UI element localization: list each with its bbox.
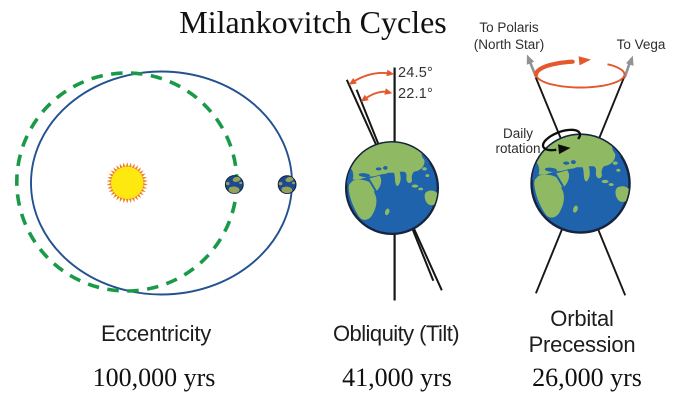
to-vega-label: To Vega — [616, 36, 666, 52]
angle-arrow-max — [348, 69, 395, 85]
page-title: Milankovitch Cycles — [179, 4, 447, 40]
angle-arrow-min — [360, 88, 393, 102]
earth-icon-small-outer — [277, 175, 297, 195]
eccentricity-period: 100,000 yrs — [92, 363, 216, 392]
obliquity-angle-min-label: 22.1° — [398, 85, 434, 102]
earth-icon-small-inner — [224, 175, 244, 194]
precession-period: 26,000 yrs — [532, 363, 642, 392]
vega-arrow — [623, 55, 634, 78]
precession-circle-arrow — [534, 56, 626, 89]
sun-icon — [106, 162, 148, 204]
precession-label: Orbital Precession — [528, 306, 636, 357]
obliquity-diagram — [341, 67, 442, 301]
daily-rotation-arrow — [541, 128, 582, 155]
obliquity-period: 41,000 yrs — [342, 363, 452, 392]
obliquity-label: Obliquity (Tilt) — [332, 321, 460, 346]
to-polaris-label: To Polaris (North Star) — [473, 19, 545, 52]
obliquity-angle-max-label: 24.5° — [398, 64, 434, 81]
eccentricity-diagram — [15, 70, 297, 296]
orbit-ellipse-blue — [30, 70, 293, 296]
daily-rotation-label: Daily rotation — [495, 125, 541, 156]
eccentricity-label: Eccentricity — [100, 321, 212, 346]
earth-globe-obliquity — [341, 138, 442, 234]
precession-diagram — [526, 54, 634, 296]
